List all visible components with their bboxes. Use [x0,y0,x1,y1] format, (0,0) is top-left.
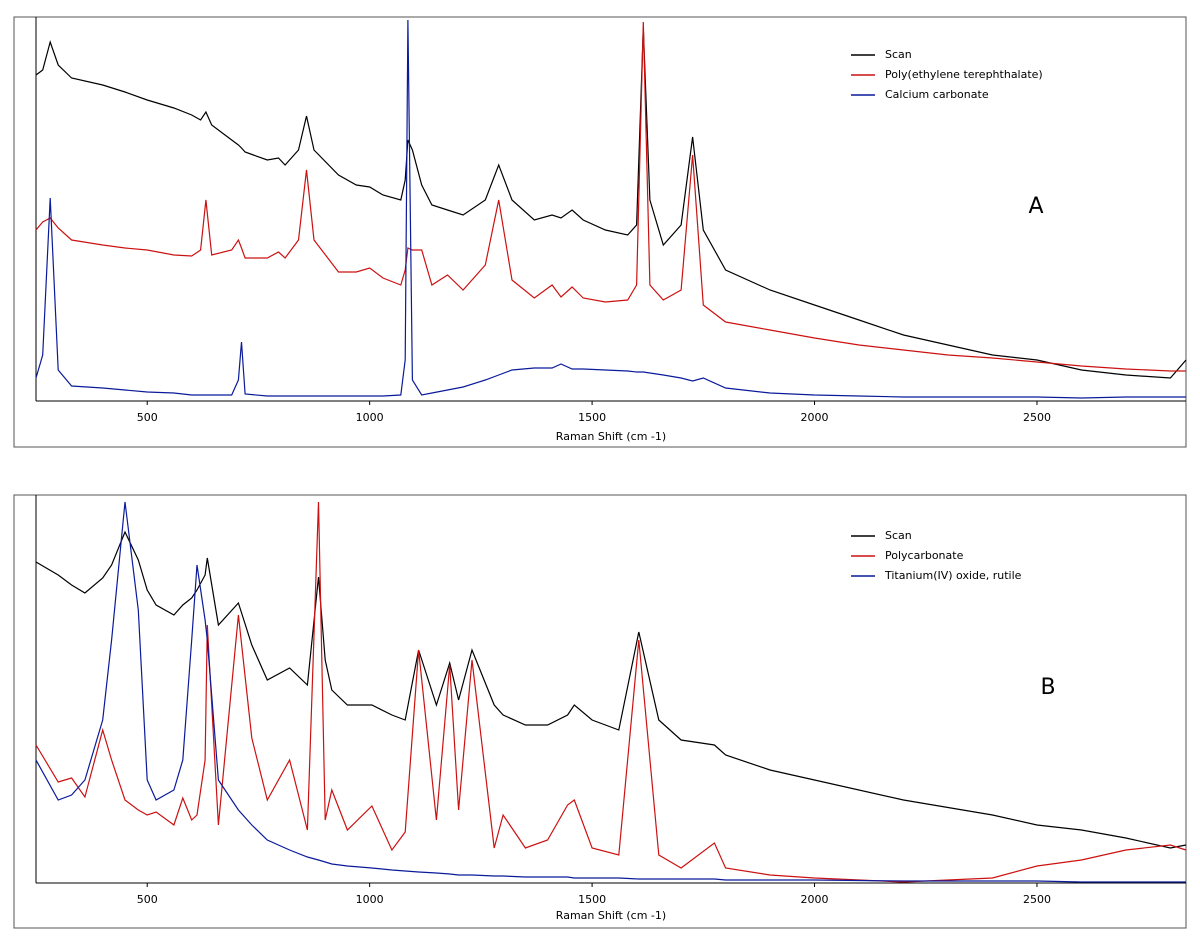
x-tick-label: 1000 [356,893,384,906]
x-tick-label: 2000 [801,411,829,424]
x-tick-label: 500 [137,411,158,424]
spectrum-line [35,21,1186,372]
x-tick-label: 1500 [578,411,606,424]
spectrum-line [35,501,1186,883]
x-tick-label: 500 [137,893,158,906]
legend-label: Polycarbonate [885,549,964,562]
x-axis-label: Raman Shift (cm -1) [556,430,666,443]
x-tick-label: 2500 [1023,411,1051,424]
panel-frame [13,494,1187,929]
spectrum-line [35,501,1187,883]
x-tick-label: 2500 [1023,893,1051,906]
annotation: A [1028,194,1043,219]
spectrum-line [35,530,1187,849]
legend-label: Calcium carbonate [885,88,989,101]
legend-label: Poly(ethylene terephthalate) [885,68,1043,81]
x-axis-label: Raman Shift (cm -1) [556,909,666,922]
x-tick-label: 1000 [356,411,384,424]
spectrum-line [35,19,1186,399]
x-tick-label: 1500 [578,893,606,906]
legend-label: Scan [885,529,912,542]
annotation: B [1040,675,1055,700]
x-tick-label: 2000 [801,893,829,906]
legend-label: Scan [885,48,912,61]
panel-frame [13,16,1187,448]
legend-label: Titanium(IV) oxide, rutile [884,569,1022,582]
spectrum-line [35,27,1187,379]
